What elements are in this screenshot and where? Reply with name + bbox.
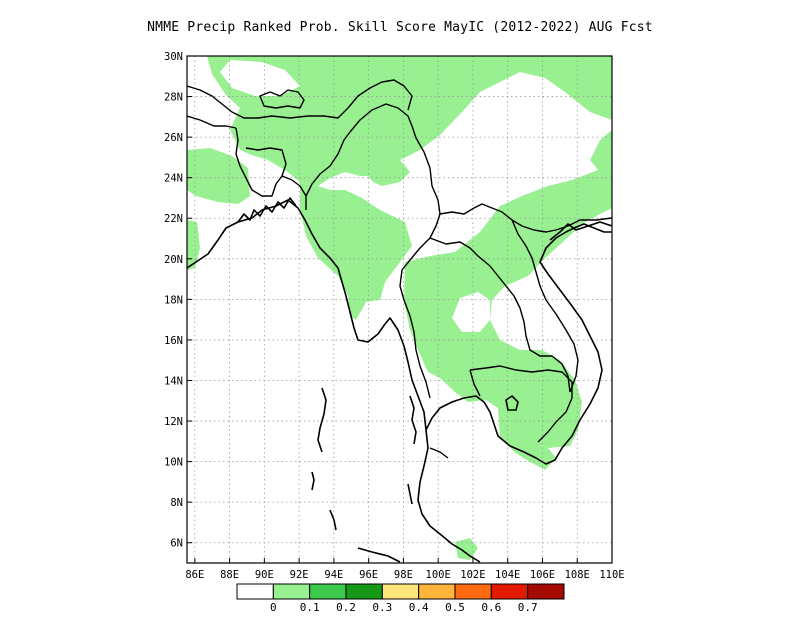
map-grid — [187, 56, 612, 563]
unshaded-areas — [220, 60, 600, 332]
country-borders — [187, 79, 612, 459]
legend-swatch — [236, 583, 274, 600]
lon-tick-label: 98E — [394, 569, 413, 581]
legend-label: 0.3 — [372, 601, 392, 614]
legend-label: 0.5 — [445, 601, 465, 614]
lat-tick-label: 26N — [164, 132, 183, 144]
legend-label: 0.6 — [481, 601, 501, 614]
lat-tick-label: 14N — [164, 375, 183, 387]
legend-label: 0.7 — [518, 601, 538, 614]
latitude-axis: 6N 8N 10N 12N 14N 16N 18N 20N 22N 24N 26N 28N 30N — [164, 51, 192, 550]
color-legend: 0 0.1 0.2 0.3 0.4 0.5 0.6 0.7 — [236, 583, 565, 614]
lat-tick-label: 16N — [164, 335, 183, 347]
coastline — [187, 197, 612, 563]
legend-swatch — [345, 583, 383, 600]
lat-tick-label: 24N — [164, 173, 183, 185]
legend-swatch — [381, 583, 420, 600]
lon-tick-label: 108E — [565, 569, 590, 581]
legend-label: 0.4 — [409, 601, 429, 614]
chart-title: NMME Precip Ranked Prob. Skill Score May… — [147, 20, 653, 35]
longitude-axis: 86E 88E 90E 92E 94E 96E 98E 100E 102E 104E 106E 108… — [185, 558, 625, 581]
legend-label: 0 — [270, 601, 277, 614]
lon-tick-label: 96E — [359, 569, 378, 581]
legend-swatch — [418, 583, 456, 600]
lon-tick-label: 100E — [426, 569, 451, 581]
lon-tick-label: 102E — [460, 569, 485, 581]
lat-tick-label: 8N — [170, 497, 183, 509]
lat-tick-label: 6N — [170, 538, 183, 550]
lon-tick-label: 106E — [530, 569, 555, 581]
legend-label: 0.1 — [300, 601, 320, 614]
lon-tick-label: 94E — [324, 569, 343, 581]
lat-tick-label: 22N — [164, 213, 183, 225]
lat-tick-label: 28N — [164, 92, 183, 104]
lat-tick-label: 10N — [164, 457, 183, 469]
legend-label: 0.2 — [336, 601, 356, 614]
lon-tick-label: 86E — [185, 569, 204, 581]
lon-tick-label: 110E — [599, 569, 624, 581]
lat-tick-label: 18N — [164, 294, 183, 306]
lon-tick-label: 88E — [220, 569, 239, 581]
lon-tick-label: 90E — [255, 569, 274, 581]
lon-tick-label: 92E — [290, 569, 309, 581]
legend-swatch — [272, 583, 311, 600]
plot-frame — [186, 55, 613, 564]
lat-tick-label: 30N — [164, 51, 183, 63]
legend-swatch — [454, 583, 492, 600]
legend-swatch — [527, 583, 565, 600]
lat-tick-label: 12N — [164, 416, 183, 428]
legend-swatch — [309, 583, 347, 600]
legend-swatch — [490, 583, 529, 600]
lon-tick-label: 104E — [495, 569, 520, 581]
lat-tick-label: 20N — [164, 254, 183, 266]
